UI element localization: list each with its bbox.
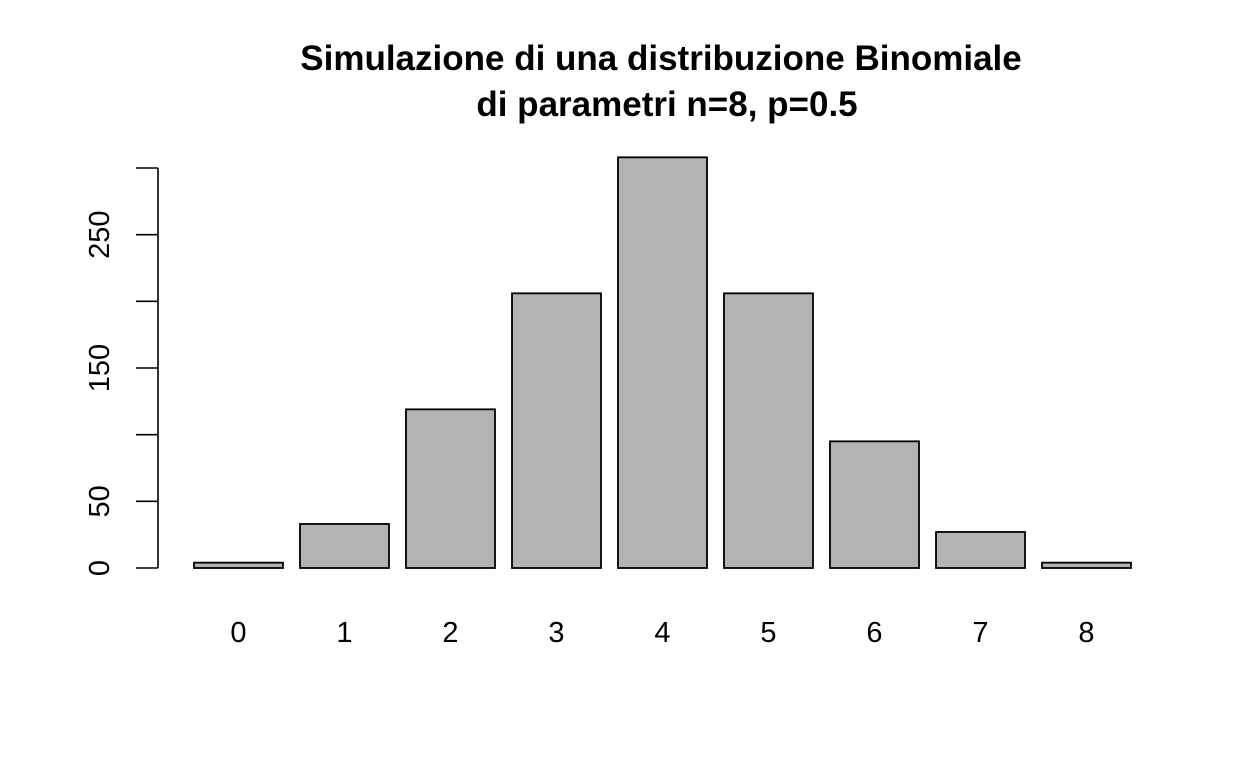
bar-0 [193, 561, 284, 569]
bar-6 [829, 440, 920, 569]
x-tick-label: 4 [654, 617, 670, 649]
bar-7 [935, 531, 1026, 569]
bars-group [193, 156, 1132, 569]
bar-8 [1041, 561, 1132, 569]
x-tick-label: 2 [442, 617, 458, 649]
bar-3 [511, 292, 602, 569]
y-tick-label: 50 [84, 485, 116, 517]
chart-title-line-1: Simulazione di una distribuzione Binomia… [300, 39, 1021, 78]
y-tick-label: 250 [84, 210, 116, 258]
chart-title-line-2: di parametri n=8, p=0.5 [476, 85, 857, 124]
y-tick-label: 150 [84, 344, 116, 392]
bar-1 [299, 523, 390, 569]
x-tick-label: 3 [548, 617, 564, 649]
bar-5 [723, 292, 814, 569]
bar-2 [405, 408, 496, 569]
y-tick-label: 0 [84, 560, 116, 576]
x-tick-label: 6 [866, 617, 882, 649]
x-tick-label: 7 [972, 617, 988, 649]
x-tick-label: 8 [1078, 617, 1094, 649]
y-axis: 0 50 150 250 [84, 167, 159, 576]
x-axis-labels: 0 1 2 3 4 5 6 7 8 [230, 617, 1094, 649]
x-tick-label: 5 [760, 617, 776, 649]
x-tick-label: 1 [336, 617, 352, 649]
bar-4 [617, 156, 708, 569]
x-tick-label: 0 [230, 617, 246, 649]
